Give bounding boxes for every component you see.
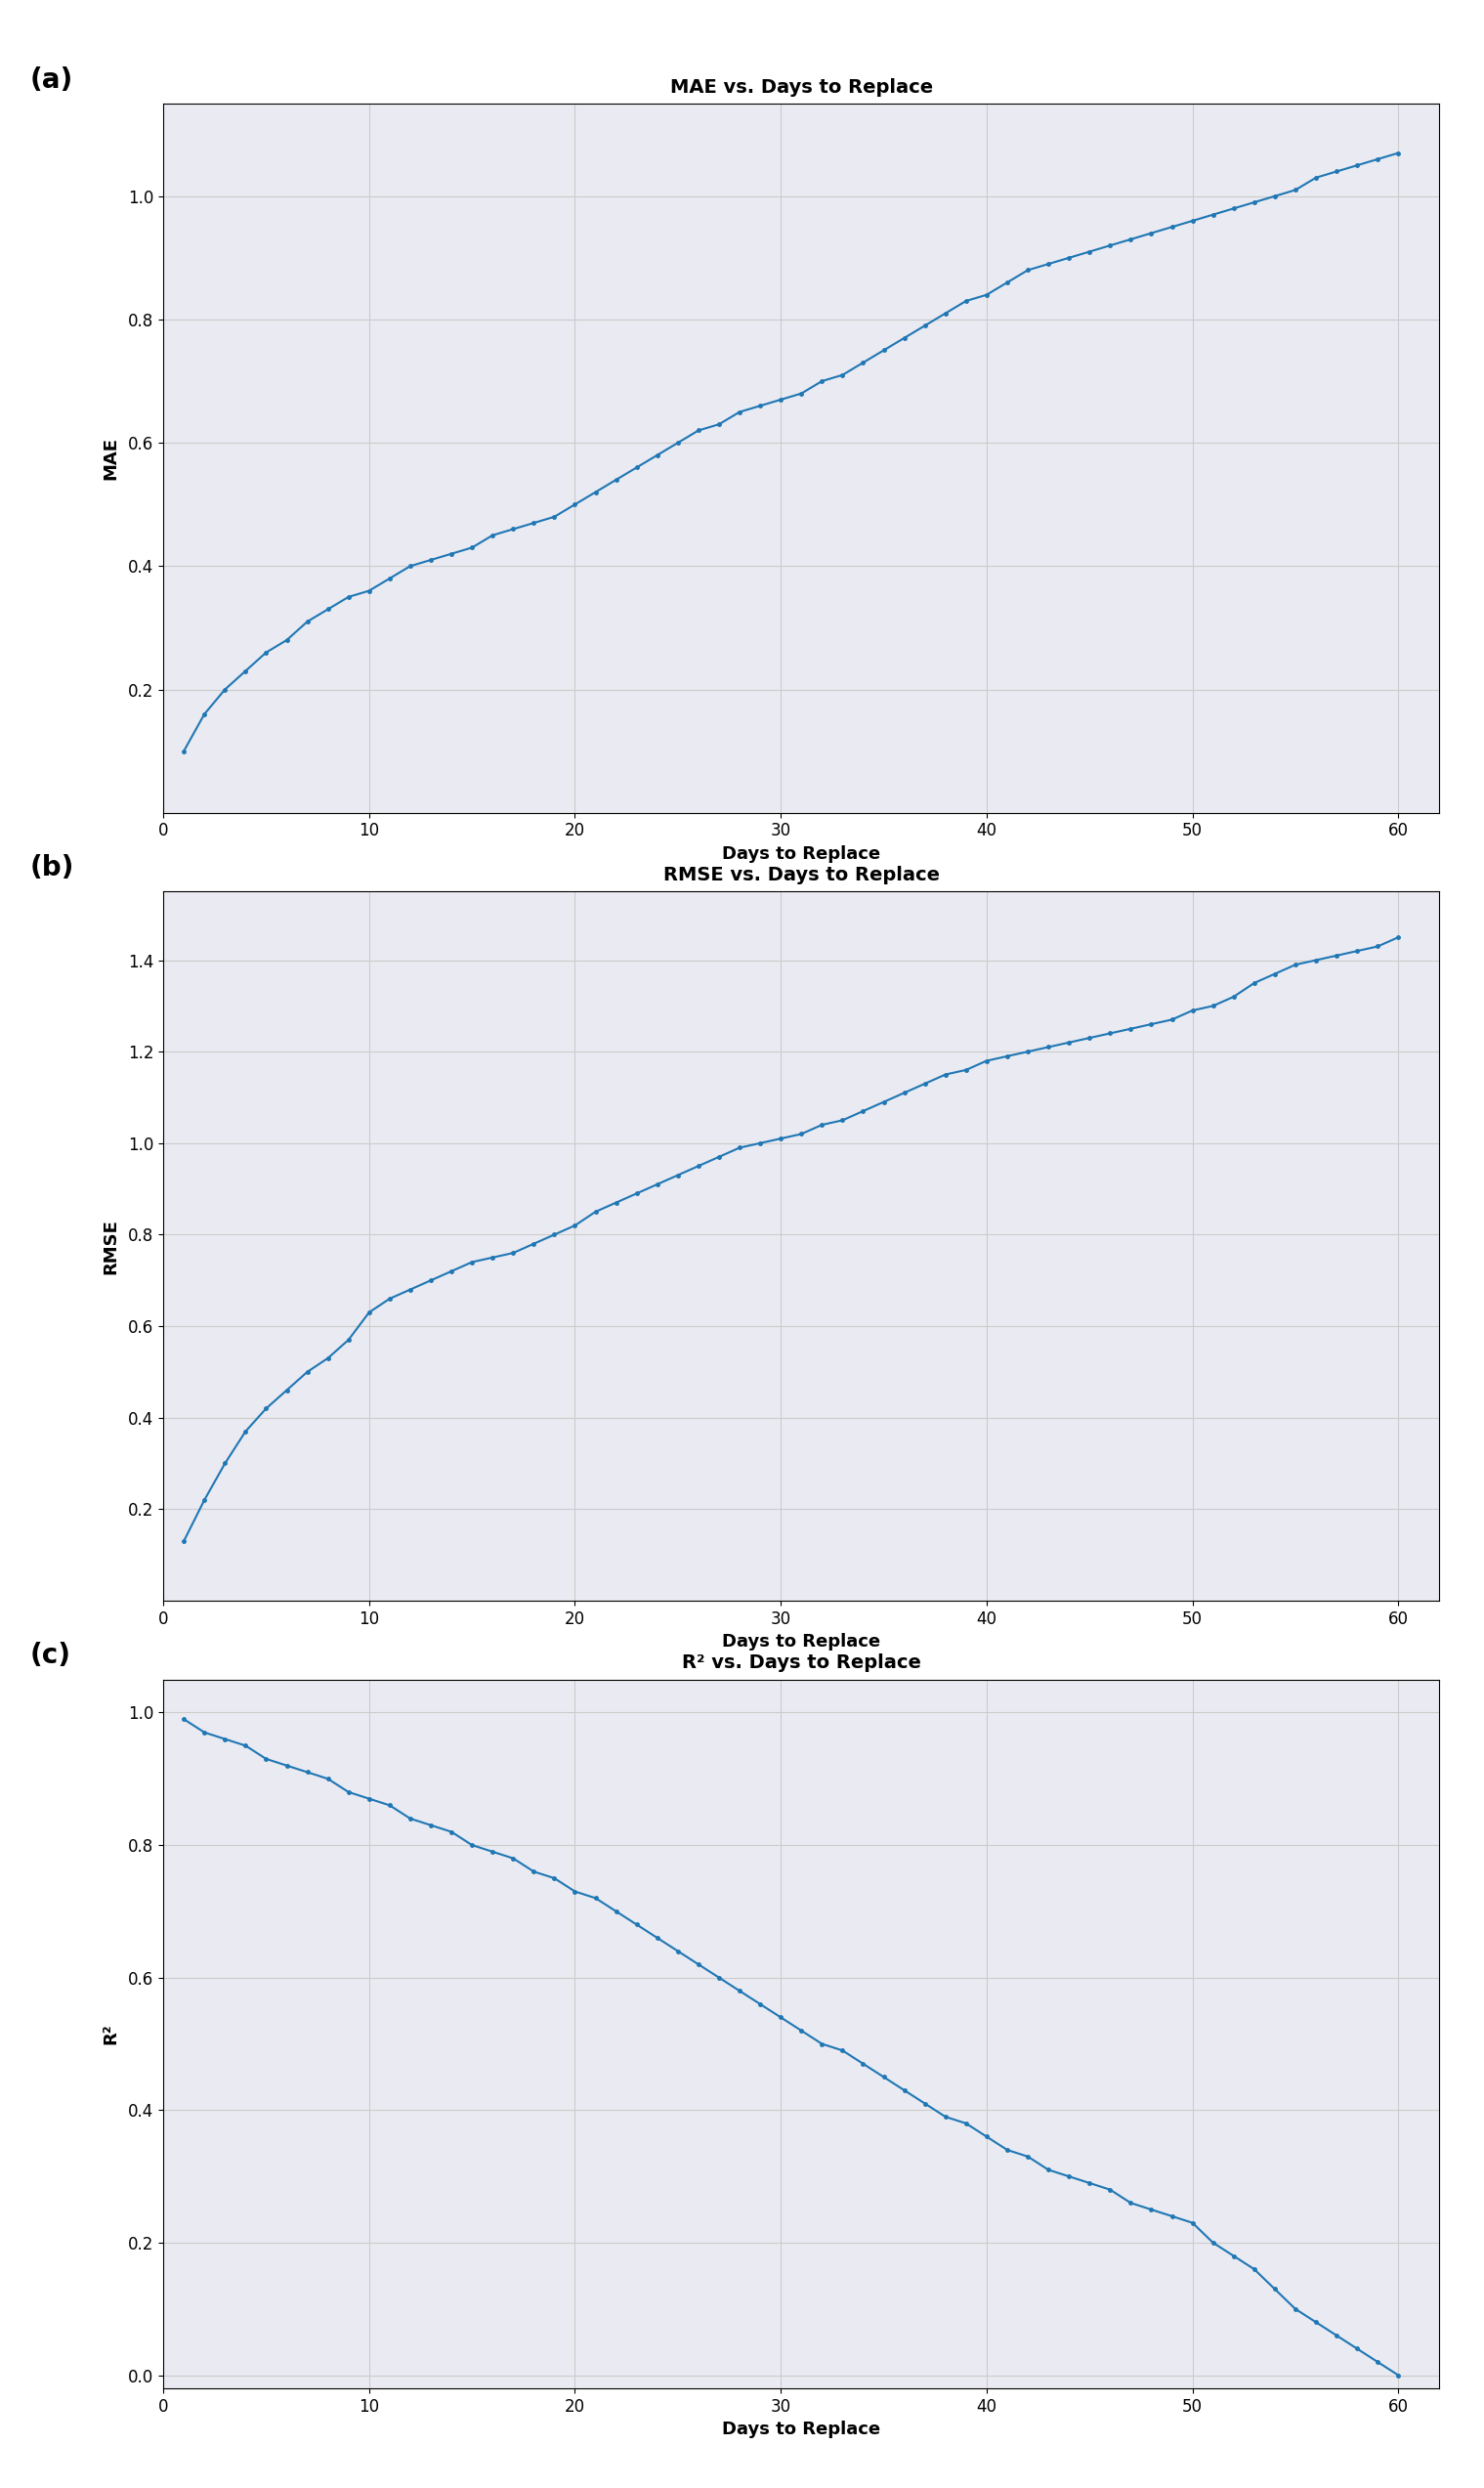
X-axis label: Days to Replace: Days to Replace [723, 846, 880, 863]
Text: (b): (b) [30, 853, 74, 881]
X-axis label: Days to Replace: Days to Replace [723, 2421, 880, 2438]
Y-axis label: R²: R² [102, 2023, 120, 2045]
Text: (c): (c) [30, 1642, 71, 1669]
Text: (a): (a) [30, 67, 73, 95]
Title: R² vs. Days to Replace: R² vs. Days to Replace [681, 1655, 922, 1672]
X-axis label: Days to Replace: Days to Replace [723, 1632, 880, 1650]
Y-axis label: RMSE: RMSE [102, 1219, 120, 1274]
Y-axis label: MAE: MAE [102, 438, 120, 480]
Title: RMSE vs. Days to Replace: RMSE vs. Days to Replace [663, 866, 939, 886]
Title: MAE vs. Days to Replace: MAE vs. Days to Replace [669, 77, 933, 97]
